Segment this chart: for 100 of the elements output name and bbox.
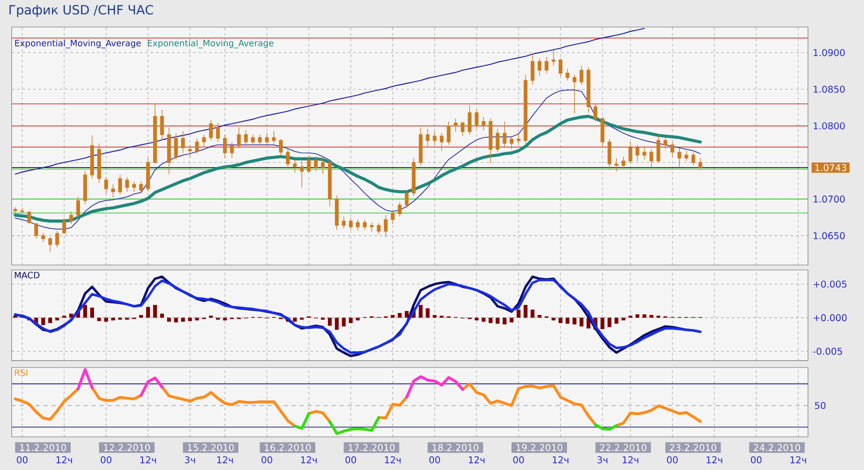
x-tick-label: 12ч — [385, 456, 401, 464]
bar — [97, 318, 102, 322]
x-tick-label: 12ч — [552, 456, 568, 464]
bar — [356, 318, 360, 320]
candlestick — [552, 50, 556, 66]
candlestick — [482, 116, 486, 131]
candlestick — [558, 58, 562, 76]
candlestick — [167, 126, 171, 175]
candlestick — [195, 138, 199, 154]
chart-title: RSI — [14, 369, 28, 376]
bar — [55, 318, 60, 320]
candlestick — [97, 143, 101, 184]
candlestick — [160, 109, 164, 141]
text: 17.2.2010 — [348, 444, 395, 452]
bar — [516, 310, 520, 318]
text: 16.2.2010 — [264, 444, 311, 452]
candlestick — [670, 142, 674, 157]
candlestick — [398, 202, 402, 217]
candlestick — [132, 181, 136, 192]
candlestick — [202, 134, 206, 147]
candlestick — [348, 218, 353, 230]
x-tick-label: 00 — [100, 456, 112, 464]
candlestick — [474, 109, 478, 130]
candlestick — [278, 138, 283, 156]
chart-title: MACD — [14, 272, 40, 278]
candlestick — [510, 136, 514, 150]
bar — [524, 304, 528, 318]
candlestick — [608, 138, 612, 170]
bar — [90, 308, 94, 318]
candlestick — [586, 66, 590, 114]
candlestick — [468, 105, 472, 135]
y-tick-label: -0.005 — [813, 348, 842, 355]
candlestick — [223, 134, 227, 158]
candlestick — [446, 121, 451, 146]
x-tick-label: 00 — [667, 456, 678, 464]
candlestick — [566, 68, 570, 81]
candlestick — [258, 134, 262, 146]
candlestick — [153, 102, 157, 164]
y-tick-label: 1.0650 — [814, 232, 845, 240]
bar — [174, 318, 178, 322]
text: 15.2.2010 — [188, 444, 234, 452]
text: 23.2.2010 — [670, 444, 716, 452]
bar — [328, 318, 332, 326]
bar — [608, 318, 612, 328]
chart-title: График USD /CHF ЧАС — [9, 4, 154, 18]
x-tick-label: 00 — [750, 456, 762, 464]
bar — [167, 318, 171, 322]
bar — [552, 318, 556, 320]
x-tick-label: 3ч — [597, 456, 608, 464]
candlestick — [488, 118, 492, 164]
candlestick — [580, 65, 584, 86]
bar — [146, 306, 150, 318]
bar — [649, 315, 654, 318]
candlestick — [664, 137, 668, 150]
bar — [642, 314, 646, 318]
candlestick — [636, 144, 640, 162]
candlestick — [146, 158, 150, 192]
candlestick — [516, 132, 520, 146]
x-tick-label: 00 — [429, 456, 440, 464]
bar — [48, 318, 52, 324]
candlestick — [502, 121, 506, 148]
candlestick — [209, 120, 213, 141]
candlestick — [125, 176, 129, 192]
x-tick-label: 12ч — [217, 456, 233, 464]
y-tick-label: 1.0850 — [814, 86, 845, 93]
bar — [181, 318, 185, 322]
candlestick — [27, 210, 32, 224]
candlestick — [272, 130, 276, 144]
bar — [334, 318, 339, 330]
bar — [614, 318, 618, 324]
ref-line-label: 1.0743 — [815, 164, 846, 172]
text: Exponential_Moving_Average — [15, 40, 141, 48]
bar — [572, 318, 576, 324]
y-tick-label: +0.000 — [814, 314, 847, 322]
candlestick — [90, 135, 94, 179]
bar — [104, 318, 108, 322]
bar — [580, 318, 584, 326]
bar — [502, 318, 507, 324]
candlestick — [650, 148, 654, 168]
text: Exponential_Moving_Average — [148, 40, 274, 48]
candlestick — [362, 219, 367, 230]
candlestick — [55, 230, 60, 248]
y-tick-label: 1.0800 — [814, 122, 845, 130]
candlestick — [384, 214, 388, 238]
candlestick — [342, 216, 346, 229]
candlestick — [188, 144, 192, 157]
candlestick — [530, 53, 534, 86]
candlestick — [118, 174, 122, 196]
bar — [223, 318, 227, 320]
bar — [292, 318, 297, 322]
x-tick-label: 12ч — [706, 456, 722, 464]
candlestick — [62, 218, 66, 235]
bar — [474, 318, 479, 320]
x-tick-label: 12ч — [622, 456, 638, 464]
candlestick — [412, 158, 416, 196]
candlestick — [594, 104, 598, 122]
candlestick — [244, 130, 248, 146]
bar — [83, 304, 88, 318]
text: 18.2.2010 — [432, 444, 478, 452]
candlestick — [69, 211, 74, 224]
